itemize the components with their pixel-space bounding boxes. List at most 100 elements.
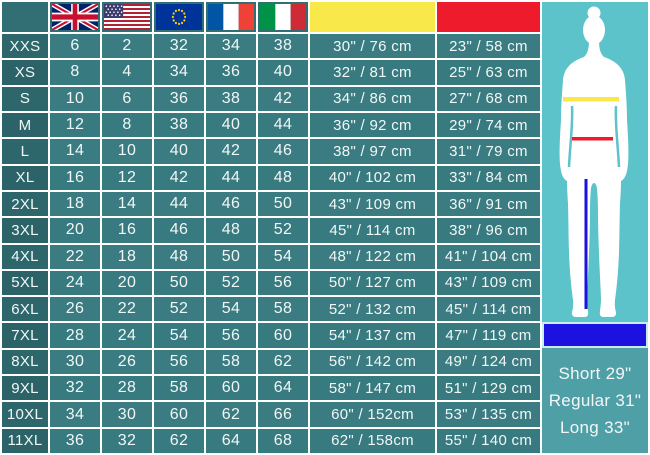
cell-fr: 44	[206, 165, 256, 190]
left-arm-gap	[567, 105, 574, 168]
size-row-label: 3XL	[2, 218, 48, 243]
cell-waist: 43" / 109 cm	[437, 270, 540, 296]
cell-chest: 36" / 92 cm	[310, 112, 435, 138]
france-flag-icon	[206, 2, 256, 32]
cell-it: 46	[258, 139, 308, 164]
size-row-label: 2XL	[2, 191, 48, 217]
size-row-label: 4XL	[2, 244, 48, 269]
cell-fr: 46	[206, 191, 256, 217]
cell-uk: 18	[50, 191, 100, 217]
cell-it: 48	[258, 165, 308, 190]
legend-regular: Regular 31"	[548, 390, 642, 410]
cell-fr: 50	[206, 244, 256, 269]
cell-uk: 10	[50, 86, 100, 111]
italy-flag-icon	[258, 2, 308, 32]
uk-flag-icon	[50, 2, 100, 32]
size-row-label: 10XL	[2, 402, 48, 427]
cell-fr: 36	[206, 60, 256, 85]
cell-eu: 46	[154, 218, 204, 243]
cell-it: 56	[258, 270, 308, 296]
chest-line	[563, 97, 619, 102]
cell-chest: 34" / 86 cm	[310, 86, 435, 111]
cell-it: 50	[258, 191, 308, 217]
cell-uk: 12	[50, 112, 100, 138]
inseam-legend-bar	[542, 322, 648, 348]
size-row-label: 7XL	[2, 323, 48, 348]
size-row-label: XS	[2, 60, 48, 85]
cell-chest: 45" / 114 cm	[310, 218, 435, 243]
cell-waist: 36" / 91 cm	[437, 191, 540, 217]
cell-waist: 47" / 119 cm	[437, 323, 540, 348]
cell-it: 42	[258, 86, 308, 111]
cell-chest: 56" / 142 cm	[310, 349, 435, 375]
cell-eu: 44	[154, 191, 204, 217]
cell-us: 2	[102, 34, 152, 59]
cell-fr: 38	[206, 86, 256, 111]
us-flag-icon	[102, 2, 152, 32]
cell-eu: 40	[154, 139, 204, 164]
cell-uk: 28	[50, 323, 100, 348]
cell-fr: 48	[206, 218, 256, 243]
cell-it: 44	[258, 112, 308, 138]
cell-waist: 29" / 74 cm	[437, 112, 540, 138]
cell-it: 52	[258, 218, 308, 243]
cell-chest: 40" / 102 cm	[310, 165, 435, 190]
cell-eu: 50	[154, 270, 204, 296]
cell-waist: 53" / 135 cm	[437, 402, 540, 427]
waist-color-header	[437, 2, 540, 32]
cell-us: 4	[102, 60, 152, 85]
cell-eu: 32	[154, 34, 204, 59]
cell-uk: 16	[50, 165, 100, 190]
cell-fr: 34	[206, 34, 256, 59]
cell-eu: 62	[154, 428, 204, 453]
cell-us: 26	[102, 349, 152, 375]
cell-eu: 56	[154, 349, 204, 375]
waist-line	[572, 137, 613, 141]
cell-fr: 60	[206, 376, 256, 401]
cell-uk: 22	[50, 244, 100, 269]
cell-it: 40	[258, 60, 308, 85]
cell-eu: 38	[154, 112, 204, 138]
cell-us: 22	[102, 297, 152, 322]
cell-us: 18	[102, 244, 152, 269]
cell-waist: 27" / 68 cm	[437, 86, 540, 111]
size-row-label: XXS	[2, 34, 48, 59]
size-row-label: 11XL	[2, 428, 48, 453]
cell-uk: 14	[50, 139, 100, 164]
size-row-label: L	[2, 139, 48, 164]
cell-waist: 38" / 96 cm	[437, 218, 540, 243]
cell-it: 60	[258, 323, 308, 348]
cell-us: 8	[102, 112, 152, 138]
cell-chest: 38" / 97 cm	[310, 139, 435, 164]
cell-chest: 60" / 152cm	[310, 402, 435, 427]
cell-eu: 60	[154, 402, 204, 427]
cell-us: 20	[102, 270, 152, 296]
cell-it: 58	[258, 297, 308, 322]
cell-us: 32	[102, 428, 152, 453]
cell-it: 38	[258, 34, 308, 59]
cell-chest: 43" / 109 cm	[310, 191, 435, 217]
eu-flag-icon	[154, 2, 204, 32]
cell-uk: 6	[50, 34, 100, 59]
size-row-label: S	[2, 86, 48, 111]
cell-chest: 50" / 127 cm	[310, 270, 435, 296]
size-row-label: XL	[2, 165, 48, 190]
cell-waist: 23" / 58 cm	[437, 34, 540, 59]
cell-chest: 32" / 81 cm	[310, 60, 435, 85]
chest-color-header	[310, 2, 435, 32]
cell-it: 68	[258, 428, 308, 453]
cell-fr: 62	[206, 402, 256, 427]
silhouette-head	[583, 15, 605, 45]
cell-us: 14	[102, 191, 152, 217]
cell-waist: 31" / 79 cm	[437, 139, 540, 164]
cell-eu: 34	[154, 60, 204, 85]
cell-waist: 41" / 104 cm	[437, 244, 540, 269]
cell-us: 10	[102, 139, 152, 164]
silhouette-body	[559, 40, 629, 317]
cell-fr: 56	[206, 323, 256, 348]
cell-chest: 58" / 147 cm	[310, 376, 435, 401]
size-row-label: M	[2, 112, 48, 138]
cell-us: 24	[102, 323, 152, 348]
inseam-length-legend: Short 29" Regular 31" Long 33"	[542, 348, 648, 453]
